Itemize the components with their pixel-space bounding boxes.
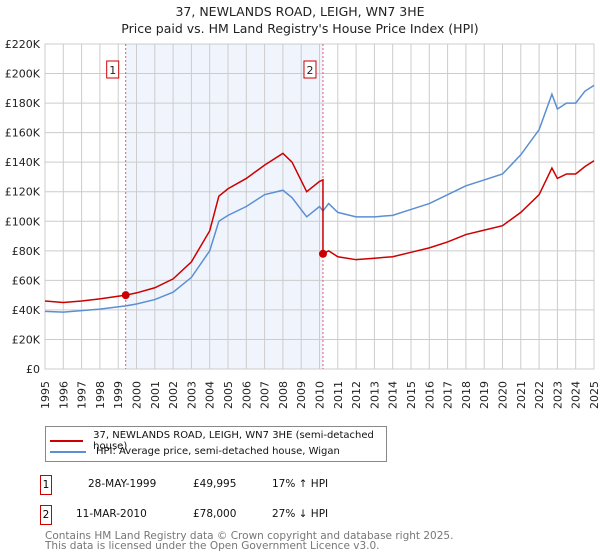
x-tick-label: 2001	[149, 381, 162, 409]
footer-line: Contains HM Land Registry data © Crown c…	[45, 530, 454, 542]
y-tick-label: £120K	[5, 186, 41, 199]
sale-point	[121, 291, 130, 300]
x-tick-label: 2013	[368, 381, 381, 409]
x-tick-label: 2022	[533, 381, 546, 409]
transaction-marker: 2	[40, 505, 52, 525]
y-tick-label: £180K	[5, 97, 41, 110]
legend-swatch-hpi	[50, 450, 86, 453]
x-tick-label: 2012	[350, 381, 363, 409]
shaded-ownership-period	[125, 44, 323, 369]
x-tick-label: 1996	[57, 381, 70, 409]
y-tick-label: £160K	[5, 127, 41, 140]
x-tick-label: 1998	[94, 381, 107, 409]
footer: Contains HM Land Registry data © Crown c…	[45, 530, 454, 552]
chart-title: 37, NEWLANDS ROAD, LEIGH, WN7 3HE	[175, 4, 425, 19]
x-tick-label: 2024	[570, 381, 583, 409]
y-tick-label: £80K	[12, 245, 41, 258]
price-chart: 1995 1996 1997 1998 1999 2000 2001 2002 2003 2004…	[5, 38, 600, 409]
x-tick-label: 2019	[478, 381, 491, 409]
sale-marker-box	[303, 60, 317, 79]
x-tick-label: 2002	[167, 381, 180, 409]
y-tick-label: £20K	[12, 333, 41, 346]
sale-point	[318, 249, 327, 258]
legend-label-hpi: HPI: Average price, semi-detached house,…	[96, 446, 340, 457]
y-tick-label: £40K	[12, 304, 41, 317]
x-tick-label: 2003	[185, 381, 198, 409]
y-tick-label: £0	[26, 363, 40, 376]
x-tick-label: 2006	[240, 381, 253, 409]
transaction-date: 28-MAY-1999	[88, 478, 157, 490]
x-tick-label: 2015	[405, 381, 418, 409]
legend-swatch-property	[50, 440, 84, 442]
y-tick-label: £60K	[12, 274, 41, 287]
transaction-price: £78,000	[193, 508, 237, 520]
x-tick-label: 2009	[295, 381, 308, 409]
transaction-marker: 1	[40, 475, 52, 495]
legend-label-property: 37, NEWLANDS ROAD, LEIGH, WN7 3HE (semi-…	[93, 430, 374, 452]
x-tick-label: 2005	[222, 381, 235, 409]
x-tick-label: 1997	[76, 381, 89, 409]
x-tick-label: 2018	[460, 381, 473, 409]
x-tick-label: 2017	[442, 381, 455, 409]
x-tick-label: 2014	[387, 381, 400, 409]
x-tick-label: 2004	[204, 381, 217, 409]
x-tick-label: 2010	[314, 381, 327, 409]
y-tick-label: £100K	[5, 215, 41, 228]
x-tick-label: 1999	[112, 381, 125, 409]
x-tick-label: 2023	[551, 381, 564, 409]
x-tick-label: 2021	[515, 381, 528, 409]
sale-marker-label: 2	[306, 64, 313, 77]
x-tick-label: 1995	[39, 381, 52, 409]
sale-marker-box	[106, 60, 120, 79]
x-tick-label: 2020	[497, 381, 510, 409]
y-tick-label: £200K	[5, 68, 41, 81]
plot-frame	[44, 43, 595, 370]
transaction-date: 11-MAR-2010	[76, 508, 147, 520]
x-tick-label: 2000	[131, 381, 144, 409]
footer-line: This data is licensed under the Open Gov…	[45, 540, 380, 552]
hpi-line	[44, 84, 595, 313]
transaction-price: £49,995	[193, 478, 237, 490]
y-tick-label: £220K	[5, 38, 41, 51]
x-tick-label: 2025	[588, 381, 600, 409]
x-tick-label: 2008	[277, 381, 290, 409]
legend: 37, NEWLANDS ROAD, LEIGH, WN7 3HE (semi-…	[45, 426, 387, 462]
chart-subtitle: Price paid vs. HM Land Registry's House …	[121, 21, 479, 36]
transaction-hpi: 17% ↑ HPI	[272, 478, 329, 490]
y-tick-label: £140K	[5, 156, 41, 169]
transaction-hpi: 27% ↓ HPI	[272, 508, 329, 520]
x-tick-label: 2007	[259, 381, 272, 409]
sale-marker-label: 1	[109, 64, 116, 77]
x-tick-label: 2016	[423, 381, 436, 409]
x-tick-label: 2011	[332, 381, 345, 409]
